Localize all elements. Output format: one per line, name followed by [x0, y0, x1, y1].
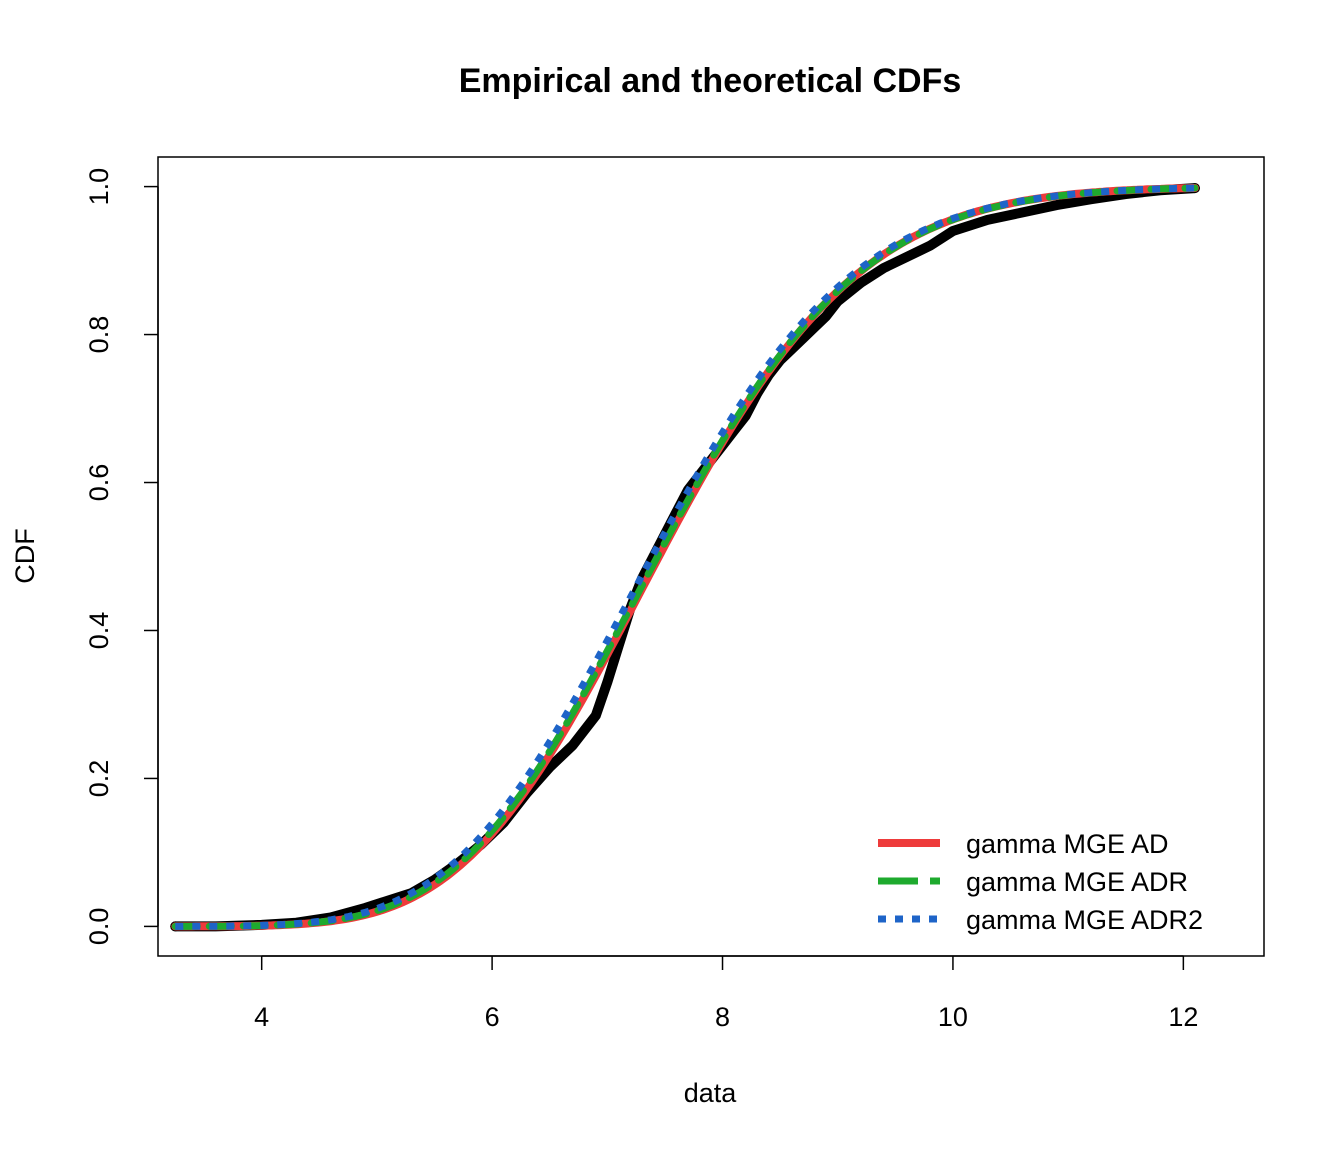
x-axis: 4 6 8 10 12 [254, 955, 1198, 1032]
y-axis-label: CDF [10, 528, 40, 584]
y-tick-label: 0.2 [84, 760, 114, 798]
x-tick-label: 6 [485, 1002, 500, 1032]
y-tick-label: 0.8 [84, 316, 114, 354]
x-tick-label: 10 [938, 1002, 968, 1032]
x-axis-label: data [684, 1078, 738, 1108]
legend-label-1: gamma MGE AD [966, 829, 1169, 859]
y-tick-label: 0.4 [84, 612, 114, 650]
series-curve-1 [171, 184, 1199, 931]
chart-title: Empirical and theoretical CDFs [459, 62, 962, 100]
x-tick-label: 4 [254, 1002, 269, 1032]
y-tick-label: 0.0 [84, 908, 114, 946]
legend-label-2: gamma MGE ADR [966, 867, 1188, 897]
x-tick-label: 12 [1168, 1002, 1198, 1032]
series-curve-3 [175, 184, 1196, 930]
empirical-cdf-curve [170, 183, 1200, 932]
legend: gamma MGE AD gamma MGE ADR gamma MGE ADR2 [878, 829, 1203, 935]
y-axis: 0.0 0.2 0.4 0.6 0.8 1.0 [84, 168, 159, 946]
series-curve-2 [171, 184, 1199, 930]
legend-label-3: gamma MGE ADR2 [966, 905, 1203, 935]
x-tick-label: 8 [715, 1002, 730, 1032]
y-tick-label: 1.0 [84, 168, 114, 206]
plot-content [170, 183, 1200, 932]
y-tick-label: 0.6 [84, 464, 114, 502]
